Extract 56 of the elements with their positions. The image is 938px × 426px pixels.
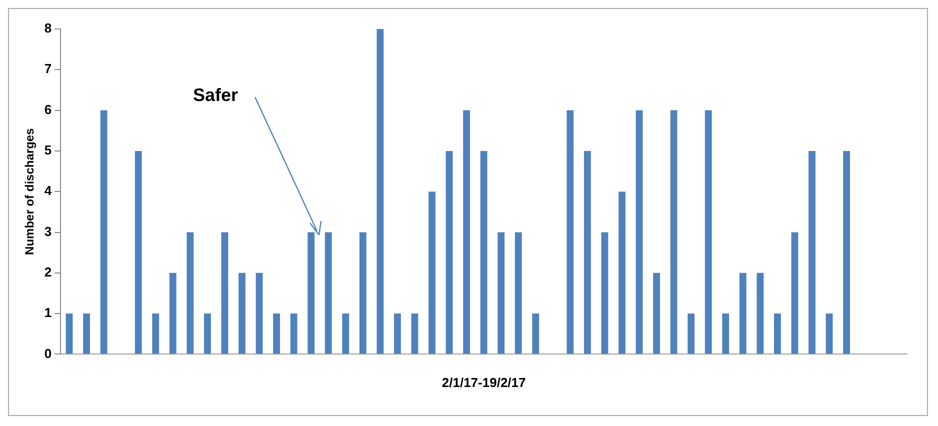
bar: [66, 314, 73, 354]
y-tick-label: 3: [44, 224, 52, 239]
bar: [186, 232, 194, 354]
bar: [342, 314, 350, 354]
bar: [566, 110, 574, 354]
bar: [756, 272, 764, 354]
bar: [826, 314, 833, 354]
bar: [704, 110, 712, 354]
y-tick-label: 2: [44, 264, 52, 280]
y-tick-label: 4: [44, 183, 52, 198]
bar: [100, 110, 108, 354]
bar: [653, 272, 660, 354]
bar: [636, 110, 643, 354]
bar: [273, 314, 280, 354]
x-axis-title: 2/1/17-19/2/17: [442, 374, 526, 390]
y-tick-label: 1: [44, 305, 52, 320]
bar: [324, 232, 332, 354]
y-tick-label: 5: [44, 142, 52, 158]
bar: [169, 272, 176, 354]
bar: [238, 272, 246, 354]
bar: [722, 314, 730, 354]
bar: [308, 232, 315, 354]
bar: [739, 272, 746, 354]
bar: [498, 232, 505, 354]
y-tick-label: 7: [44, 61, 52, 76]
bar: [808, 150, 816, 354]
bar: [774, 314, 781, 354]
bar: [843, 150, 850, 354]
bar: [688, 314, 695, 354]
bar: [463, 110, 470, 354]
bar: [428, 192, 436, 354]
y-tick-label: 0: [44, 346, 52, 361]
bar: [584, 150, 591, 354]
bar: [601, 232, 608, 354]
annotation: Safer: [193, 85, 238, 106]
bar: [134, 150, 142, 354]
bar: [83, 314, 90, 354]
bar: [221, 232, 228, 354]
bar: [376, 29, 384, 354]
bar: [411, 314, 418, 354]
bar: [791, 232, 798, 354]
y-tick-label: 6: [44, 102, 52, 117]
bar: [204, 314, 211, 354]
bar: [670, 110, 678, 354]
y-axis-title: Number of discharges: [22, 128, 37, 255]
bar: [290, 314, 298, 354]
bar: [618, 192, 626, 354]
bar: [446, 150, 453, 354]
bar: [532, 314, 540, 354]
bar: [152, 314, 160, 354]
bar: [514, 232, 522, 354]
bar: [480, 150, 488, 354]
bar: [256, 272, 263, 354]
bar: [359, 232, 366, 354]
y-tick-label: 8: [44, 20, 52, 36]
bar: [394, 314, 401, 354]
